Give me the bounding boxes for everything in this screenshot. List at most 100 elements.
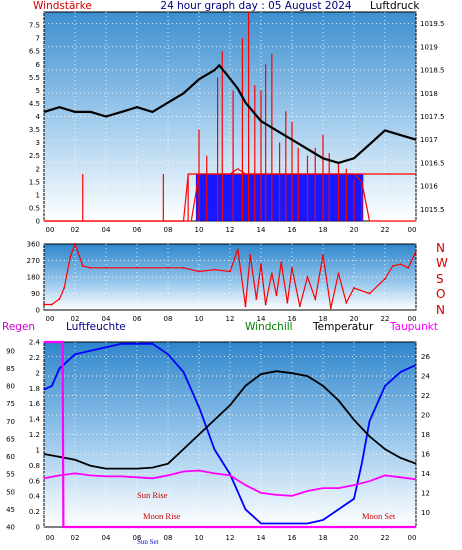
wind-direction-point (81, 265, 84, 267)
panel2-hour-tick: 10 (195, 315, 204, 323)
pressure-tick: 1018 (420, 90, 438, 98)
panel1-hour-tick: 18 (319, 226, 328, 234)
wind-speed-tick: 3 (36, 139, 40, 147)
humidity-label: Luftfeuchte (66, 321, 126, 333)
panel1-hour-tick: 14 (257, 226, 266, 234)
rain-tick: 1.6 (29, 400, 41, 408)
panel2-hour-tick: 00 (408, 315, 417, 323)
pressure-label: Luftdruck (370, 0, 420, 12)
wind-direction-point (415, 250, 417, 253)
wind-speed-tick: 6 (36, 61, 41, 69)
rain-tick: 0.4 (29, 493, 41, 501)
humidity-tick: 60 (6, 453, 15, 461)
panel2-hour-tick: 20 (350, 315, 359, 323)
temperature-tick: 22 (421, 392, 430, 400)
compass-o: O (436, 287, 445, 301)
wind-direction-point (337, 272, 340, 275)
rain-tick: 1 (36, 446, 40, 454)
humidity-tick: 55 (6, 471, 15, 479)
windchill-label: Windchill (245, 321, 293, 333)
temperature-tick: 10 (421, 509, 430, 517)
wind-direction-point (264, 303, 267, 306)
wind-speed-tick: 2.5 (29, 152, 40, 160)
wind-direction-line (44, 242, 417, 309)
dewpoint-label: Taupunkt (389, 321, 438, 333)
temperature-tick: 12 (421, 489, 430, 497)
panel3-hour-tick: 12 (226, 534, 235, 542)
temperature-tick: 18 (421, 431, 430, 439)
temperature-tick: 24 (421, 373, 430, 381)
moon-set-annotation: Moon Set (362, 511, 396, 521)
wind-direction-point (236, 248, 239, 251)
panel1-hour-tick: 06 (133, 226, 142, 234)
wind-speed-tick: 4 (36, 113, 41, 121)
wind-direction-point (298, 305, 301, 308)
wind-direction-point (255, 298, 258, 300)
panel1-hour-tick: 12 (226, 226, 235, 234)
wind-speed-tick: 0 (36, 218, 40, 226)
wind-speed-tick: 5.5 (29, 74, 40, 82)
wind-direction-point (345, 301, 348, 304)
panel1-hour-tick: 20 (350, 226, 359, 234)
rain-tick: 2 (36, 369, 40, 377)
panel1-tick-labels: 7.5 7 6.5 6 5.5 5 4.5 4 3.5 3 2.5 2 1.5 1 0.5 0 1019.5 10… (29, 20, 445, 234)
wind-direction-tick: 90 (31, 290, 40, 298)
wind-speed-tick: 2 (36, 165, 40, 173)
panel1-hour-tick: 00 (46, 226, 55, 234)
wind-direction-point (58, 298, 61, 300)
panel1-hour-tick: 22 (381, 226, 390, 234)
wind-direction-point (105, 267, 107, 269)
wind-direction-point (275, 294, 278, 297)
wind-direction-tick: 360 (27, 241, 40, 249)
wind-direction-point (244, 305, 247, 308)
wind-direction-point (322, 254, 324, 256)
panel2-hour-tick: 08 (164, 315, 173, 323)
panel3-hour-tick: 08 (164, 534, 173, 542)
panel3-hour-tick: 00 (46, 534, 55, 542)
compass-s: S (436, 272, 444, 286)
panel1-hour-tick: 04 (102, 226, 111, 234)
wind-speed-tick: 6.5 (29, 48, 40, 56)
panel2-hour-tick: 02 (71, 315, 80, 323)
panel2-marks (43, 242, 417, 309)
compass-w: W (436, 256, 448, 270)
pressure-tick: 1017 (420, 136, 438, 144)
panel3-marks (43, 340, 417, 529)
wind-direction-point (291, 267, 293, 269)
wind-direction-point (314, 298, 317, 300)
humidity-tick: 80 (6, 383, 15, 391)
panel3-hour-tick: 06 (133, 534, 142, 542)
panel3-hour-tick: 18 (319, 534, 328, 542)
wind-speed-tick: 3.5 (29, 126, 40, 134)
wind-speed-tick: 1.5 (29, 178, 40, 186)
panel2-hour-tick: 06 (133, 315, 142, 323)
panel2-hour-tick: 14 (257, 315, 266, 323)
pressure-line (43, 63, 417, 165)
rain-tick: 1.8 (29, 385, 40, 393)
wind-direction-point (368, 292, 371, 295)
panel2-hour-tick: 22 (381, 315, 390, 323)
pressure-tick: 1018.5 (420, 67, 445, 75)
temperature-tick: 26 (421, 353, 430, 361)
humidity-tick: 70 (6, 418, 15, 426)
wind-direction-point (167, 267, 169, 269)
panel3-hour-tick: 22 (381, 534, 390, 542)
wind-direction-point (353, 287, 355, 289)
panel1-hour-tick: 16 (288, 226, 297, 234)
moon-rise-annotation: Moon Rise (143, 511, 181, 521)
wind-speed-tick: 7.5 (29, 22, 40, 30)
rain-tick: 2.2 (29, 354, 40, 362)
wind-direction-point (384, 278, 386, 280)
panel1-marks (43, 12, 417, 222)
wind-direction-point (213, 268, 216, 271)
sun-rise-annotation: Sun Rise (137, 490, 168, 500)
panel2-hour-tick: 04 (102, 315, 111, 323)
panel1-hour-tick: 02 (71, 226, 80, 234)
humidity-tick: 65 (6, 435, 15, 443)
pressure-tick: 1015.5 (420, 206, 445, 214)
rain-tick: 0.6 (29, 477, 41, 485)
wind-direction-point (63, 287, 65, 289)
wind-speed-line (44, 168, 416, 222)
